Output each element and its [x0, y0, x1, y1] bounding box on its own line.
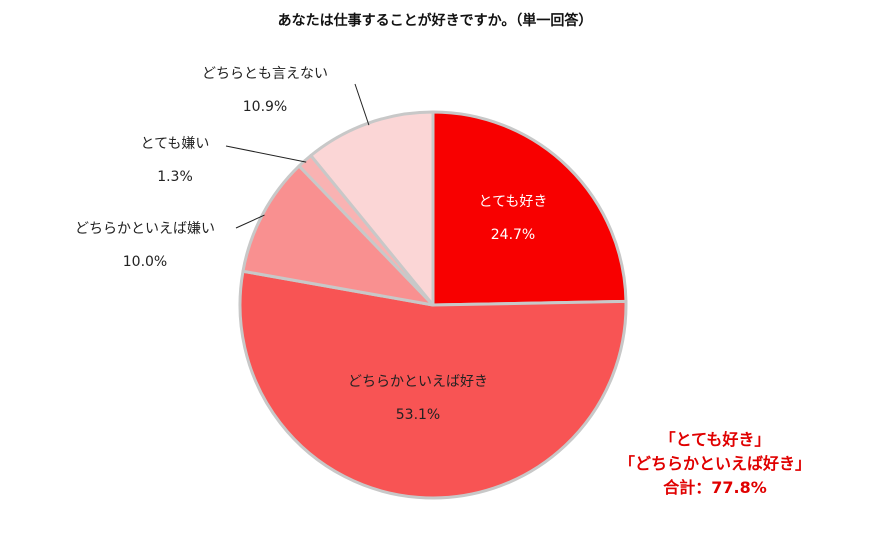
- chart-title: あなたは仕事することが好きですか。（単一回答）: [277, 13, 593, 29]
- slice-very-like: [431, 110, 628, 307]
- leader-line-slice-somewhat-dislike: [235, 214, 265, 229]
- leader-lines: [225, 83, 370, 229]
- annotation-line-2: 「どちらかといえば好き」: [618, 454, 811, 473]
- slice-label-very-dislike: とても嫌い 1.3%: [140, 136, 210, 185]
- slice-somewhat-dislike: [241, 164, 435, 307]
- slice-label-somewhat-like: どちらかといえば好き 53.1%: [348, 374, 488, 423]
- total-annotation: 「とても好き」 「どちらかといえば好き」 合計：77.8%: [600, 428, 830, 500]
- slice-label-somewhat-dislike: どちらかといえば嫌い 10.0%: [75, 221, 215, 270]
- slice-somewhat-like: [238, 269, 628, 500]
- annotation-line-3: 合計：77.8%: [663, 478, 767, 497]
- slice-label-neither: どちらとも言えない 10.9%: [202, 66, 328, 115]
- leader-line-slice-very-dislike: [225, 145, 307, 163]
- slice-label-very-like: とても好き 24.7%: [478, 194, 548, 243]
- annotation-line-1: 「とても好き」: [659, 430, 771, 449]
- pie-slices: [238, 110, 628, 500]
- leader-line-slice-neither: [354, 83, 370, 126]
